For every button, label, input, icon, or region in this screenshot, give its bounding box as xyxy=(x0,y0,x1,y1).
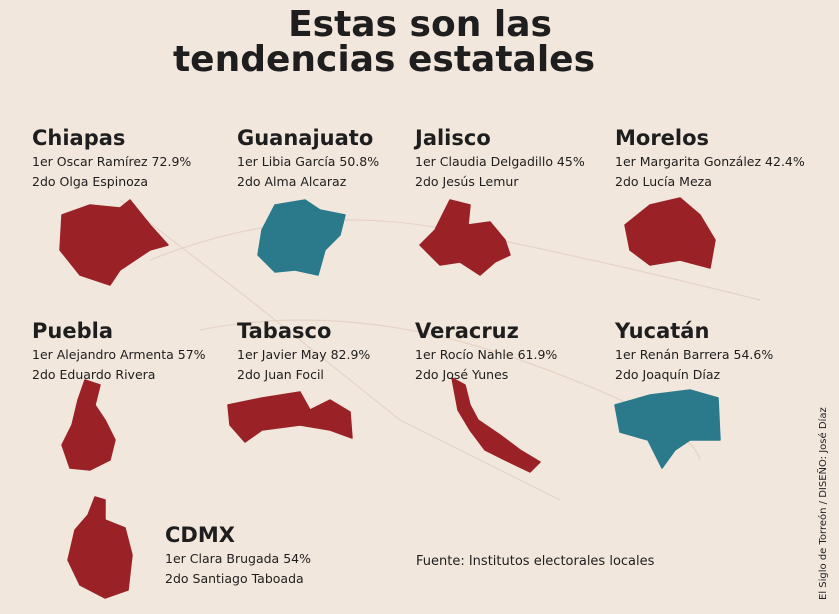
second-place: 2do Eduardo Rivera xyxy=(32,367,155,382)
first-place: 1er Libia García 50.8% xyxy=(237,154,379,169)
state-shape xyxy=(624,197,716,269)
state-name: Morelos xyxy=(615,126,709,150)
state-name: CDMX xyxy=(165,523,235,547)
second-place: 2do Santiago Taboada xyxy=(165,571,304,586)
state-shape xyxy=(59,199,169,286)
first-place: 1er Claudia Delgadillo 45% xyxy=(415,154,585,169)
title-line: Estas son las xyxy=(288,4,552,45)
first-place: 1er Margarita González 42.4% xyxy=(615,154,805,169)
state-name: Tabasco xyxy=(237,319,331,343)
credit: El Siglo de Torreón / DISEÑO: José Díaz xyxy=(816,407,829,600)
source: Fuente: Institutos electorales locales xyxy=(416,554,655,569)
state-shape xyxy=(257,199,346,276)
second-place: 2do Alma Alcaraz xyxy=(237,174,347,189)
state-name: Jalisco xyxy=(413,126,491,150)
second-place: 2do Jesús Lemur xyxy=(415,174,519,189)
second-place: 2do Joaquín Díaz xyxy=(615,367,720,382)
title-line: tendencias estatales xyxy=(173,39,595,80)
first-place: 1er Clara Brugada 54% xyxy=(165,551,311,566)
first-place: 1er Oscar Ramírez 72.9% xyxy=(32,154,191,169)
state-shape xyxy=(67,496,133,599)
state-name: Guanajuato xyxy=(237,126,373,150)
first-place: 1er Javier May 82.9% xyxy=(237,347,370,362)
second-place: 2do Olga Espinoza xyxy=(32,174,148,189)
state-shape xyxy=(451,377,541,473)
first-place: 1er Alejandro Armenta 57% xyxy=(32,347,206,362)
state-shape xyxy=(419,199,511,276)
second-place: 2do Juan Focil xyxy=(237,367,324,382)
first-place: 1er Rocío Nahle 61.9% xyxy=(415,347,557,362)
state-name: Veracruz xyxy=(415,319,519,343)
state-shape xyxy=(61,379,116,471)
state-shape xyxy=(614,389,721,469)
state-name: Puebla xyxy=(32,319,113,343)
first-place: 1er Renán Barrera 54.6% xyxy=(615,347,773,362)
second-place: 2do Lucía Meza xyxy=(615,174,712,189)
state-shape xyxy=(227,391,353,443)
second-place: 2do José Yunes xyxy=(415,367,508,382)
state-name: Chiapas xyxy=(32,126,125,150)
state-name: Yucatán xyxy=(614,319,709,343)
